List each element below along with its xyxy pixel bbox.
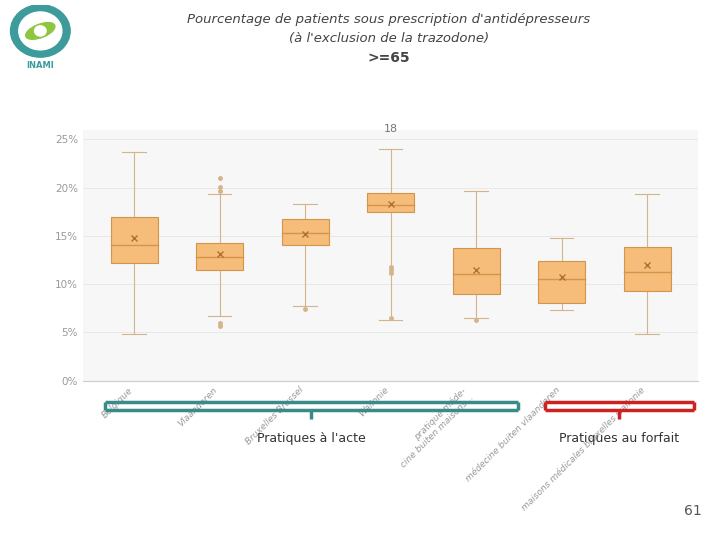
Bar: [367, 193, 414, 212]
Text: Pratiques à l'acte: Pratiques à l'acte: [257, 432, 366, 445]
Bar: [111, 217, 158, 263]
Bar: [282, 219, 328, 246]
Text: 61: 61: [684, 504, 702, 518]
Circle shape: [35, 26, 46, 36]
Text: Pratiques au forfait: Pratiques au forfait: [559, 432, 679, 445]
Text: (à l'exclusion de la trazodone): (à l'exclusion de la trazodone): [289, 32, 489, 45]
Bar: [538, 261, 585, 303]
Bar: [453, 248, 500, 294]
Text: >=65: >=65: [367, 51, 410, 65]
Ellipse shape: [26, 23, 55, 39]
Circle shape: [19, 12, 62, 50]
Circle shape: [11, 5, 70, 57]
Text: Pourcentage de patients sous prescription d'antidépresseurs: Pourcentage de patients sous prescriptio…: [187, 14, 590, 26]
Text: 18: 18: [384, 124, 397, 134]
Text: INAMI: INAMI: [27, 60, 54, 70]
Bar: [196, 242, 243, 269]
Bar: [624, 247, 670, 291]
